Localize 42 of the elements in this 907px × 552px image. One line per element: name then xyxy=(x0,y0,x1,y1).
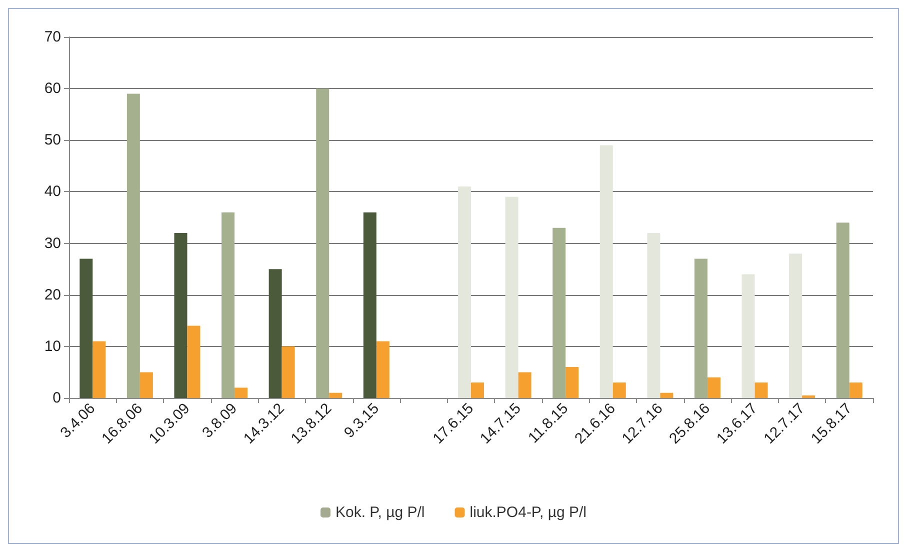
bar xyxy=(566,367,579,398)
bar xyxy=(80,258,93,398)
bar xyxy=(707,377,720,398)
y-tick-label: 0 xyxy=(52,390,61,406)
y-tick-label: 10 xyxy=(44,338,61,355)
bar xyxy=(458,186,471,398)
bar xyxy=(789,254,802,398)
bar xyxy=(518,372,532,398)
bar xyxy=(92,341,106,398)
bar xyxy=(376,341,390,398)
bar xyxy=(612,382,626,398)
bar xyxy=(187,326,200,398)
bar xyxy=(126,94,140,398)
bar xyxy=(660,392,674,398)
bar xyxy=(742,274,755,398)
y-tick-label: 40 xyxy=(44,183,61,200)
bar xyxy=(268,269,282,398)
bar xyxy=(316,88,330,398)
legend-label: liuk.PO4-P, µg P/l xyxy=(470,504,586,521)
y-tick-label: 50 xyxy=(44,132,61,149)
bar xyxy=(802,395,816,398)
bar xyxy=(505,196,518,398)
bar xyxy=(552,228,566,398)
bar xyxy=(329,392,342,398)
y-tick-label: 20 xyxy=(44,286,61,304)
bar xyxy=(849,382,862,398)
bar xyxy=(754,382,768,398)
bar xyxy=(694,258,708,398)
bar xyxy=(600,145,613,398)
bar xyxy=(363,212,376,398)
y-tick-label: 70 xyxy=(44,28,61,46)
legend-label: Kok. P, µg P/l xyxy=(336,504,425,521)
bar xyxy=(140,372,153,398)
bar xyxy=(282,346,295,398)
y-tick-label: 30 xyxy=(44,234,61,252)
bar xyxy=(234,388,248,398)
bar xyxy=(647,232,660,398)
bar xyxy=(836,222,850,398)
bar xyxy=(222,212,235,398)
bar xyxy=(471,382,484,398)
bar xyxy=(174,232,188,398)
y-tick-label: 60 xyxy=(44,80,61,98)
